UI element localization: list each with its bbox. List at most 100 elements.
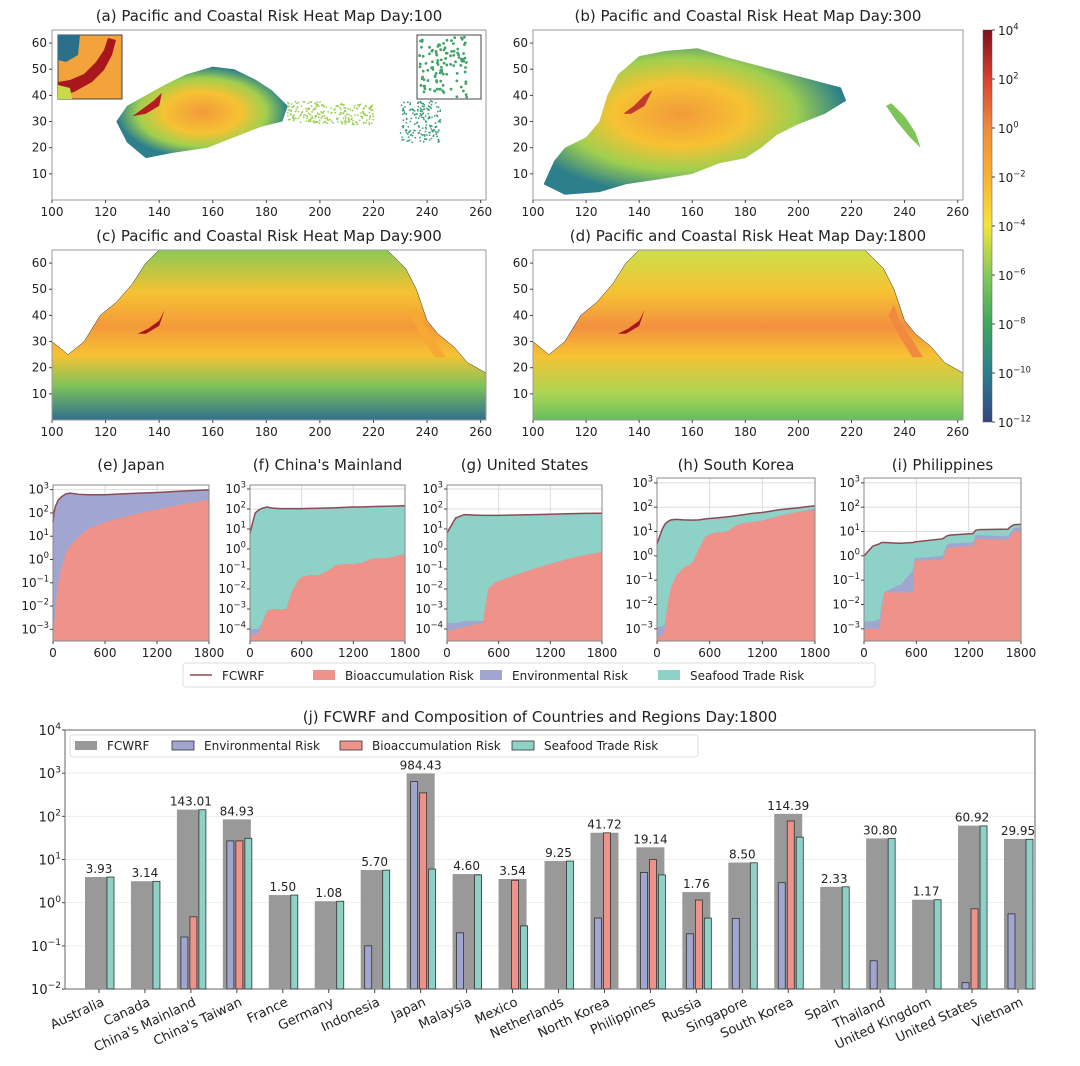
- particle: [311, 111, 313, 113]
- particle: [425, 131, 427, 133]
- particle: [345, 107, 347, 109]
- y-tick-label: 30: [32, 115, 47, 129]
- particle: [403, 111, 405, 113]
- particle: [417, 109, 419, 111]
- particle: [341, 123, 343, 125]
- x-tick-label: 100: [41, 205, 64, 219]
- particle: [326, 118, 328, 120]
- x-tick-label: 240: [416, 425, 439, 439]
- particle: [459, 64, 462, 67]
- y-tick-label: 10−2: [415, 580, 443, 596]
- particle: [303, 114, 305, 116]
- particle: [308, 120, 310, 122]
- particle: [426, 134, 428, 136]
- particle: [423, 117, 425, 119]
- x-tick-label: 600: [94, 646, 117, 660]
- particle: [300, 113, 302, 115]
- x-tick-label: 160: [201, 425, 224, 439]
- particle: [288, 105, 290, 107]
- x-tick-label: 200: [787, 425, 810, 439]
- particle: [464, 71, 467, 74]
- bar-seafood-trade: [153, 881, 160, 989]
- particle: [439, 80, 442, 83]
- legend-label: Seafood Trade Risk: [690, 669, 804, 683]
- legend-label: Environmental Risk: [512, 669, 628, 683]
- particle: [340, 121, 342, 123]
- colorbar-tick-label: 104: [998, 22, 1019, 38]
- y-tick-label: 103: [632, 473, 653, 489]
- y-tick-label: 101: [422, 520, 443, 536]
- particle: [369, 112, 371, 114]
- particle: [416, 113, 418, 115]
- x-tick-label: 220: [362, 425, 385, 439]
- particle: [295, 117, 297, 119]
- particle: [350, 115, 352, 117]
- x-tick-label: 120: [575, 425, 598, 439]
- y-tick-label: 103: [39, 765, 62, 782]
- particle: [461, 38, 464, 41]
- colorbar: 10410210010−210−410−610−810−1010−12: [983, 22, 1031, 430]
- particle: [359, 119, 361, 121]
- particle: [352, 110, 354, 112]
- particle: [318, 116, 320, 118]
- particle: [433, 90, 436, 93]
- y-tick-label: 102: [632, 498, 653, 514]
- y-tick-label: 40: [32, 308, 47, 322]
- particle: [287, 109, 289, 111]
- particle: [407, 140, 409, 142]
- particle: [359, 104, 361, 106]
- particle: [419, 63, 422, 66]
- particle: [438, 106, 440, 108]
- particle: [330, 107, 332, 109]
- bar-value-label: 5.70: [361, 855, 388, 869]
- legend-swatch: [172, 741, 194, 750]
- y-tick-label: 100: [28, 550, 49, 566]
- colorbar-tick-label: 10−6: [998, 267, 1026, 283]
- area-panel-area-g: (g) United States0 600 1200 180010310210110…: [415, 456, 617, 660]
- particle: [414, 137, 416, 139]
- y-tick-label: 60: [513, 36, 528, 50]
- particle: [464, 57, 467, 60]
- particle: [435, 50, 438, 53]
- particle: [463, 43, 466, 46]
- y-tick-label: 50: [32, 62, 47, 76]
- legend-swatch: [340, 741, 362, 750]
- particle: [410, 118, 412, 120]
- particle: [371, 122, 373, 124]
- particle: [329, 119, 331, 121]
- particle: [355, 121, 357, 123]
- legend-swatch: [480, 670, 502, 680]
- particle: [314, 117, 316, 119]
- heatmap-panel-map-b: (b) Pacific and Coastal Risk Heat Map Da…: [513, 7, 969, 219]
- particle: [287, 115, 289, 117]
- particle: [433, 134, 435, 136]
- area-title: (f) China's Mainland: [253, 456, 403, 474]
- bar-environmental: [594, 918, 601, 989]
- x-tick-label: 180: [734, 205, 757, 219]
- particle: [311, 105, 313, 107]
- particle: [453, 36, 456, 39]
- bar-value-label: 3.54: [499, 864, 526, 878]
- bar-value-label: 41.72: [587, 818, 621, 832]
- particle: [295, 109, 297, 111]
- particle: [400, 132, 402, 134]
- particle: [420, 107, 422, 109]
- x-tick-label: 1200: [535, 646, 566, 660]
- bar-value-label: 1.76: [683, 877, 710, 891]
- x-tick-label: 100: [522, 205, 545, 219]
- legend-label: Seafood Trade Risk: [544, 739, 658, 753]
- y-tick-label: 10−1: [415, 560, 443, 576]
- particle: [327, 119, 329, 121]
- particle: [345, 117, 347, 119]
- particle: [310, 101, 312, 103]
- particle: [298, 111, 300, 113]
- particle: [429, 88, 432, 91]
- particle: [409, 103, 411, 105]
- bar-value-label: 4.60: [453, 859, 480, 873]
- x-tick-label: 1800: [587, 646, 618, 660]
- particle: [422, 127, 424, 129]
- particle: [430, 128, 432, 130]
- particle: [403, 139, 405, 141]
- particle: [347, 108, 349, 110]
- particle: [437, 141, 439, 143]
